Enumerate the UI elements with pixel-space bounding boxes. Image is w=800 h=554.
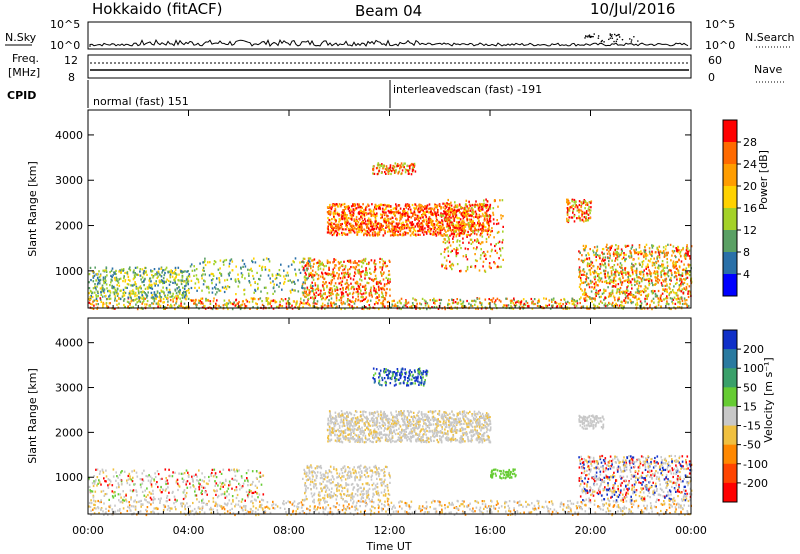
power-ylabel: Slant Range [km] [26, 161, 39, 257]
x-tick-label: 00:00 [72, 524, 104, 537]
colorbar-swatch [723, 406, 737, 427]
nsearch-label: N.Search [745, 31, 795, 44]
y-tick-label: 2000 [55, 220, 83, 233]
nsearch-tick-bottom: 10^0 [705, 39, 735, 52]
cpid-mode-interleaved: interleavedscan (fast) -191 [393, 83, 542, 96]
cpid-label: CPID [7, 89, 36, 102]
colorbar-swatch [723, 230, 737, 253]
nsky-label: N.Sky [5, 31, 37, 44]
colorbar-swatch [723, 444, 737, 465]
colorbar-tick: 8 [743, 246, 750, 259]
colorbar-swatch [723, 425, 737, 446]
colorbar-tick: 50 [743, 381, 757, 394]
colorbar-tick: 28 [743, 136, 757, 149]
x-tick-label: 00:00 [675, 524, 707, 537]
colorbar-swatch [723, 330, 737, 350]
y-tick-label: 4000 [55, 129, 83, 142]
y-tick-label: 2000 [55, 426, 83, 439]
x-tick-label: 20:00 [575, 524, 607, 537]
colorbar-swatch [723, 120, 737, 143]
cpid-mode-normal: normal (fast) 151 [93, 95, 189, 108]
freq-label-1: Freq. [12, 52, 39, 65]
x-tick-label: 12:00 [374, 524, 406, 537]
colorbar-swatch [723, 164, 737, 187]
velocity-colorbar-label: Velocity [m s⁻¹] [762, 357, 775, 442]
colorbar-swatch [723, 387, 737, 407]
colorbar-swatch [723, 252, 737, 275]
nsearch-tick-top: 10^5 [705, 18, 735, 31]
colorbar-tick: 100 [743, 362, 764, 375]
nave-tick-bottom: 0 [708, 71, 715, 84]
x-tick-label: 16:00 [474, 524, 506, 537]
colorbar-tick: 4 [743, 268, 750, 281]
colorbar-tick: -50 [743, 439, 761, 452]
colorbar-tick: 20 [743, 180, 757, 193]
power-heatmap [88, 162, 693, 311]
colorbar-tick: 12 [743, 224, 757, 237]
colorbar-swatch [723, 208, 737, 231]
freq-tick-bottom: 8 [68, 71, 75, 84]
colorbar-swatch [723, 274, 737, 297]
y-tick-label: 1000 [55, 471, 83, 484]
colorbar-swatch [723, 349, 737, 369]
y-tick-label: 3000 [55, 174, 83, 187]
colorbar-swatch [723, 368, 737, 388]
freq-tick-top: 12 [64, 54, 78, 67]
power-colorbar-label: Power [dB] [757, 150, 770, 210]
nsky-trace [89, 33, 689, 47]
station-title: Hokkaido (fitACF) [92, 0, 223, 18]
colorbar-swatch [723, 463, 737, 484]
y-tick-label: 1000 [55, 265, 83, 278]
beam-title: Beam 04 [355, 2, 422, 20]
y-tick-label: 4000 [55, 337, 83, 350]
colorbar-tick: 24 [743, 158, 757, 171]
colorbar-swatch [723, 142, 737, 165]
nsky-panel [87, 21, 692, 50]
colorbar-tick: 15 [743, 400, 757, 413]
colorbar-tick: -15 [743, 420, 761, 433]
nsky-tick-bottom: 10^0 [50, 39, 80, 52]
nsky-tick-top: 10^5 [50, 18, 80, 31]
nave-label: Nave [754, 63, 782, 76]
freq-label-2: [MHz] [8, 66, 40, 79]
x-tick-label: 04:00 [173, 524, 205, 537]
colorbar-swatch [723, 186, 737, 209]
colorbar-tick: 16 [743, 202, 757, 215]
velocity-ylabel: Slant Range [km] [26, 368, 39, 464]
nave-tick-top: 60 [708, 54, 722, 67]
colorbar-tick: -100 [743, 458, 768, 471]
date-title: 10/Jul/2016 [590, 0, 675, 18]
freq-panel [87, 54, 692, 79]
y-tick-label: 3000 [55, 382, 83, 395]
velocity-heatmap [88, 367, 693, 517]
colorbar-swatch [723, 482, 737, 503]
x-axis-label: Time UT [365, 540, 411, 553]
colorbar-tick: -200 [743, 477, 768, 490]
x-tick-label: 08:00 [273, 524, 305, 537]
colorbar-tick: 200 [743, 343, 764, 356]
